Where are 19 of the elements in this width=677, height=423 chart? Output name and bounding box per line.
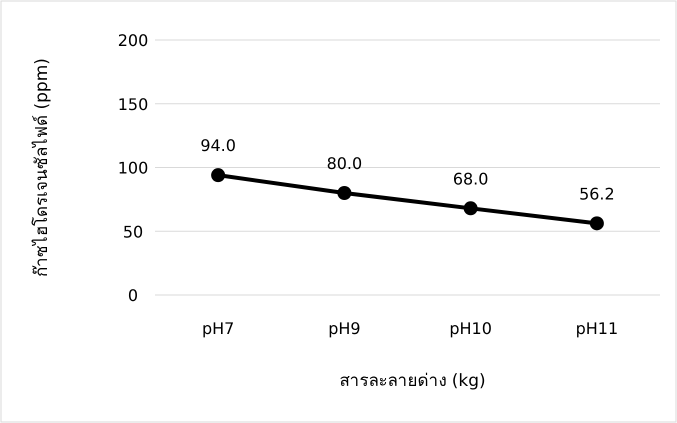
point [337,186,352,200]
y-tick-label: 200 [118,31,148,50]
data-label: 80.0 [326,154,362,173]
x-axis-title: สารละลายด่าง (kg) [339,371,486,391]
data-label: 56.2 [579,184,615,204]
point [590,216,604,230]
point [464,201,478,216]
x-tick-label: pH7 [202,319,234,338]
y-tick-label: 100 [118,158,148,178]
data-label: 94.0 [200,136,236,156]
x-tick-label: pH11 [576,319,618,338]
y-tick-label: 0 [128,286,138,305]
y-tick-label: 150 [118,94,148,114]
y-tick-label: 50 [122,222,144,242]
point [211,168,226,182]
x-tick-label: pH9 [328,319,361,338]
x-tick-label: pH10 [449,319,492,338]
y-axis-title: ก๊าซไฮโดรเจนซัลไฟด์ (ppm) [31,58,52,277]
data-label: 68.0 [452,169,488,188]
